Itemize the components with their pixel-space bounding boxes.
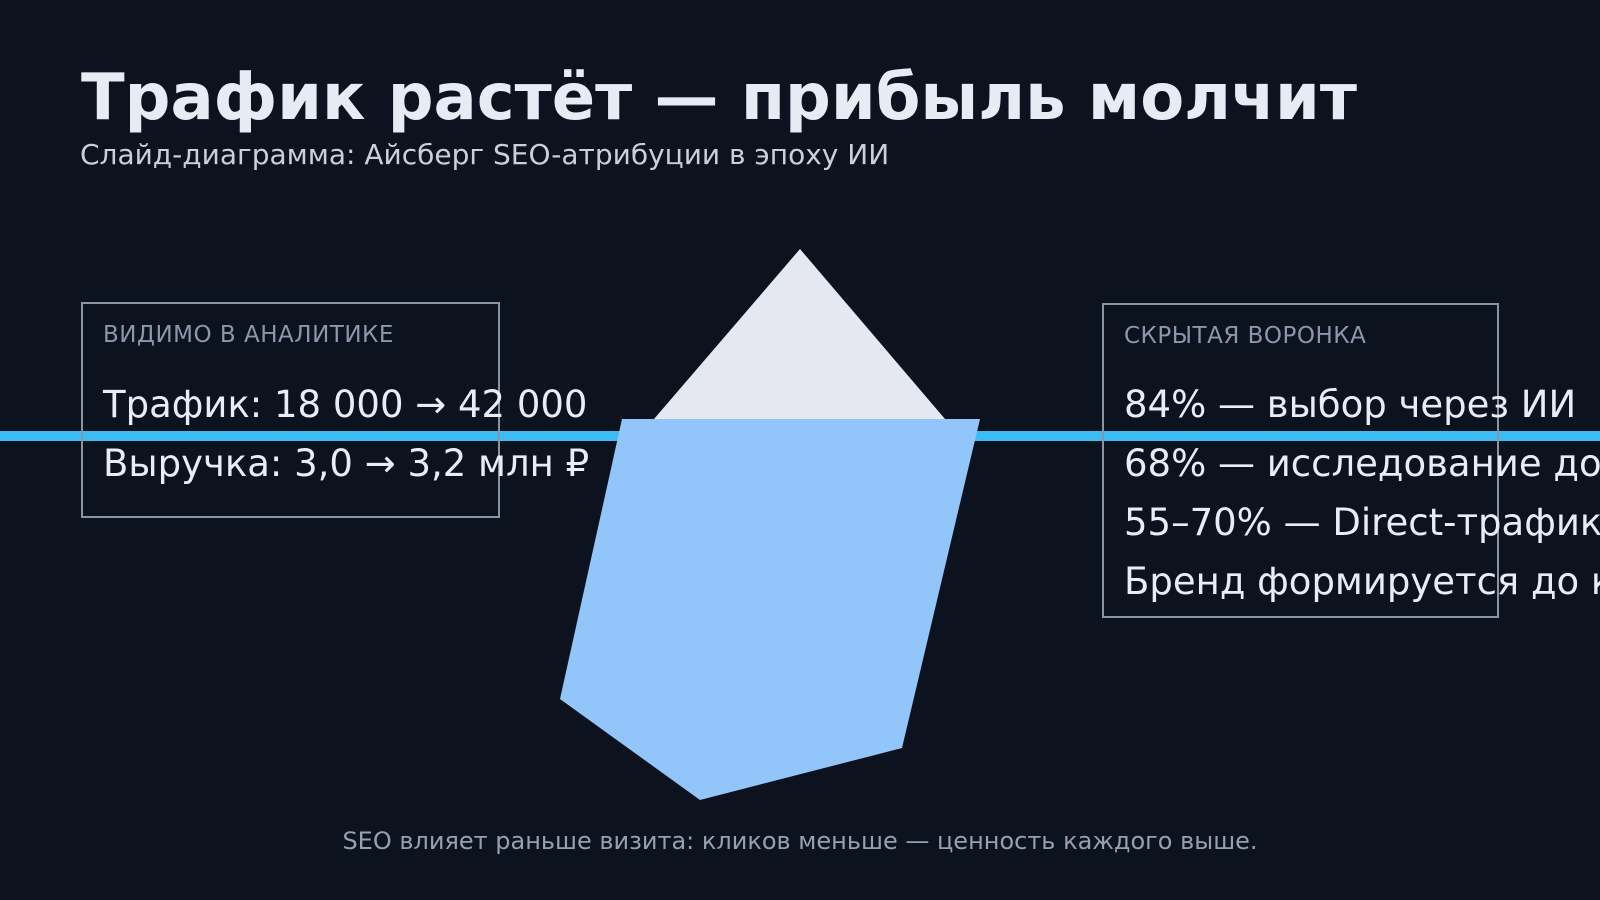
- panel-visible-in-analytics: ВИДИМО В АНАЛИТИКЕ Трафик: 18 000 → 42 0…: [81, 302, 589, 518]
- panel-left-line-traffic: Трафик: 18 000 → 42 000: [103, 383, 588, 426]
- panel-right-label: СКРЫТАЯ ВОРОНКА: [1124, 323, 1367, 349]
- panel-right-line-research: 68% — исследование до сайта: [1124, 442, 1600, 485]
- slide-subtitle: Слайд-диаграмма: Айсберг SEO-атрибуции в…: [80, 138, 890, 171]
- iceberg-tip: [654, 249, 945, 419]
- panel-right-line-ai-choice: 84% — выбор через ИИ: [1124, 383, 1577, 426]
- panel-right-line-direct-traffic: 55–70% — Direct-трафик: [1124, 501, 1600, 544]
- panel-hidden-funnel: СКРЫТАЯ ВОРОНКА 84% — выбор через ИИ 68%…: [1102, 303, 1600, 618]
- slide-footer-note: SEO влияет раньше визита: кликов меньше …: [342, 827, 1258, 855]
- iceberg-underwater-body: [560, 419, 980, 800]
- panel-left-line-revenue: Выручка: 3,0 → 3,2 млн ₽: [103, 442, 590, 485]
- slide-title: Трафик растёт — прибыль молчит: [81, 61, 1357, 135]
- panel-right-line-brand: Бренд формируется до клика: [1124, 560, 1600, 603]
- panel-left-label: ВИДИМО В АНАЛИТИКЕ: [103, 322, 394, 348]
